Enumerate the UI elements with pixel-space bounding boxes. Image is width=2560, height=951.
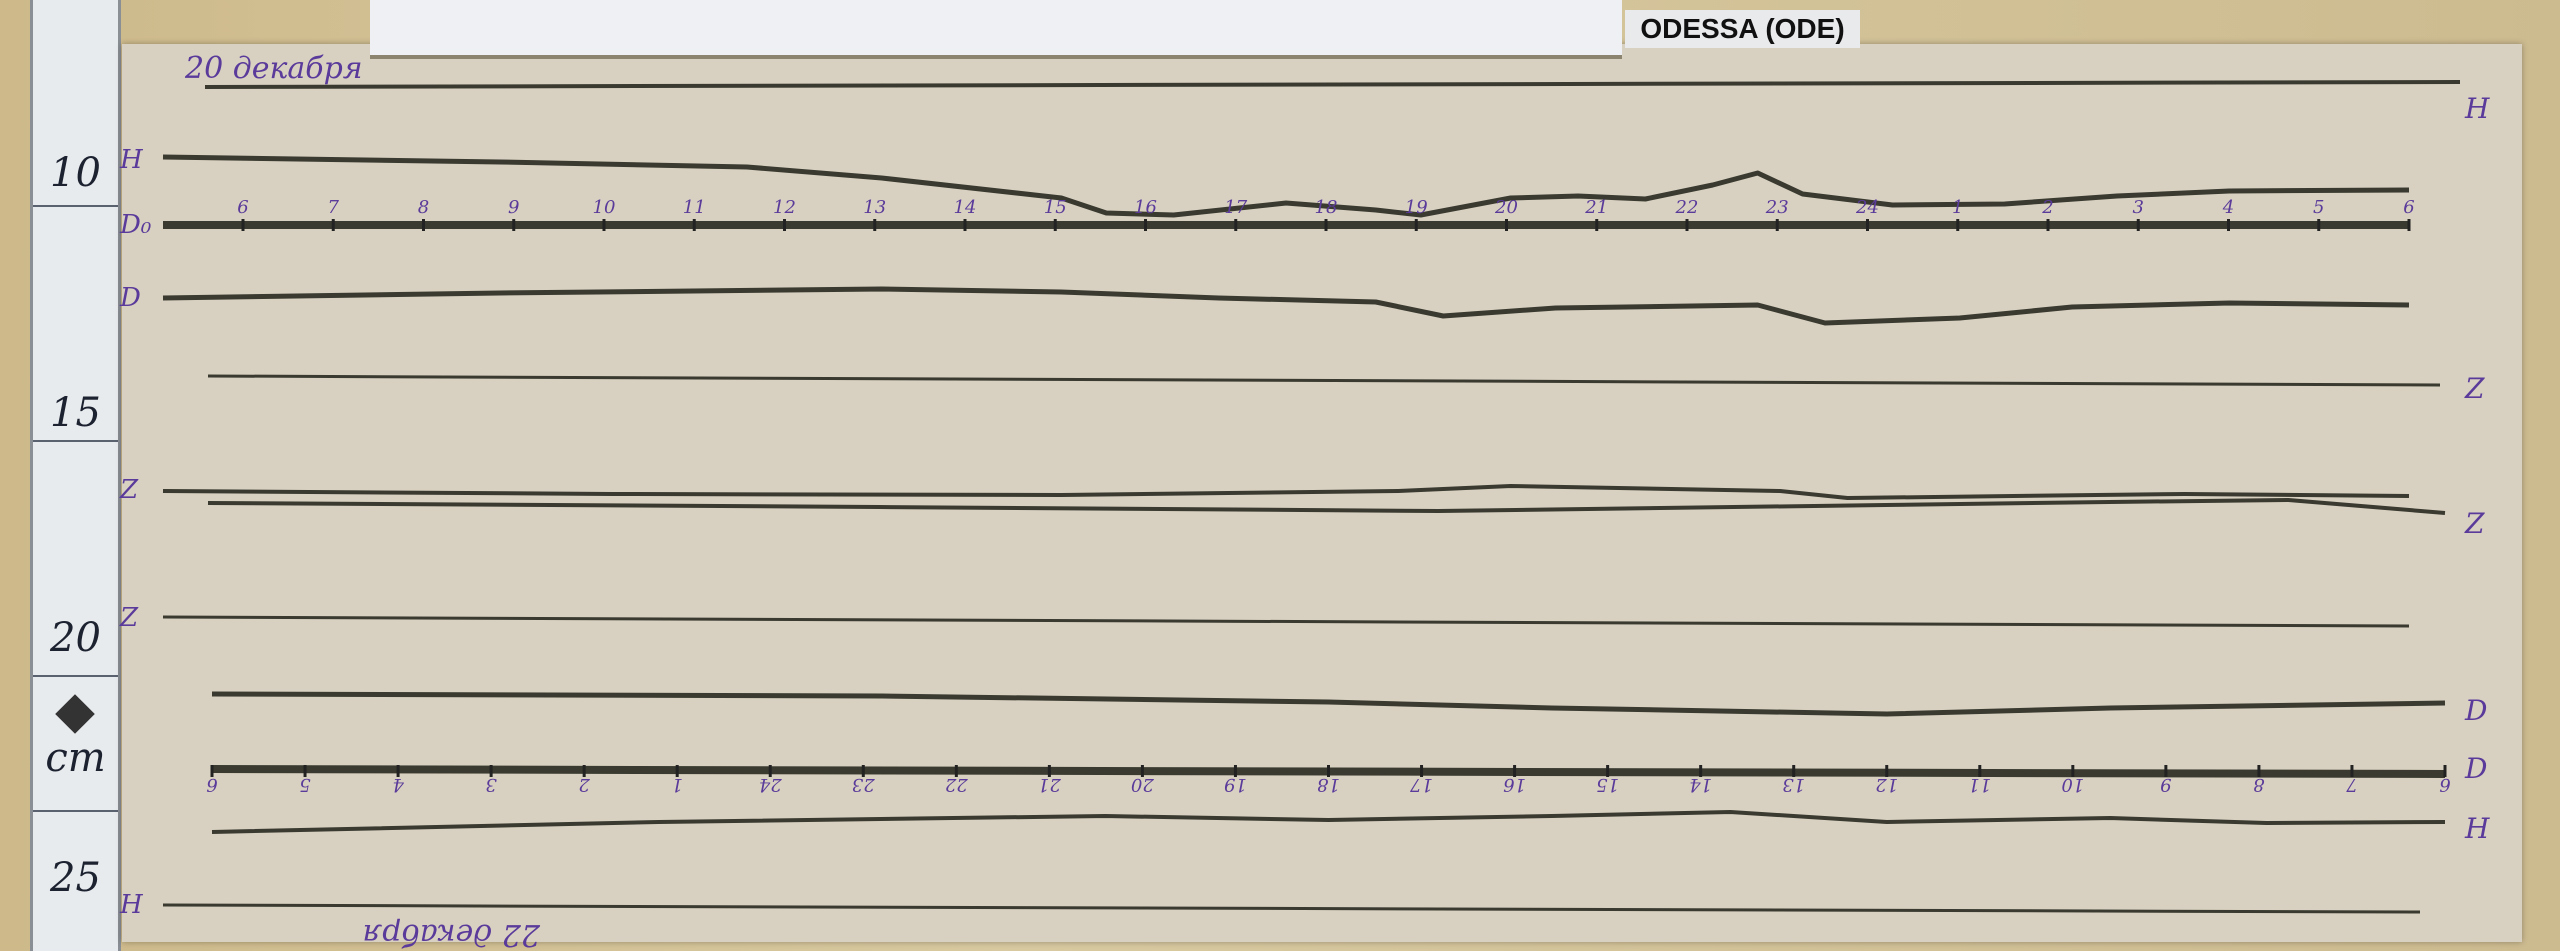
trace-z-lower: [207, 498, 2446, 515]
hour-tick-label: 9: [508, 197, 519, 218]
trace-label-left: H: [119, 890, 144, 920]
hour-tick-label: 23: [852, 774, 876, 795]
hour-tick-label: 24: [759, 774, 783, 795]
blank-label-strip: [370, 0, 1622, 59]
hour-tick-label: 4: [392, 774, 404, 795]
ruler-mark: cm: [45, 735, 106, 781]
centimeter-ruler: 10 15 20 cm 25: [30, 0, 121, 951]
baseline-bottom: [162, 903, 2421, 914]
trace-label-right: Z: [2464, 372, 2485, 405]
ruler-mark: 20: [50, 615, 101, 661]
hour-tick-label: 13: [1782, 774, 1805, 795]
hour-tick-label: 16: [1134, 197, 1157, 218]
trace-label-left: H: [119, 145, 144, 175]
trace-h-top: [162, 154, 2410, 218]
trace-d: [162, 286, 2410, 326]
hour-tick-label: 17: [1224, 197, 1247, 218]
ruler-mark: 10: [50, 150, 101, 196]
hour-tick-label: 5: [2313, 197, 2324, 218]
hour-tick-label: 19: [1224, 774, 1247, 795]
trace-label-right: D: [2464, 694, 2487, 727]
trace-label-left: Z: [119, 603, 139, 633]
trace-label-right: D: [2464, 752, 2487, 785]
bottom-date: 22 декабря: [362, 917, 541, 951]
hour-tick-label: 1: [671, 774, 682, 795]
baseline-z: [207, 374, 2441, 387]
baseline-lower: [162, 615, 2410, 628]
hour-tick-label: 17: [1410, 774, 1433, 795]
trace-label-left: D₀: [119, 210, 152, 240]
trace-label-left: D: [119, 283, 141, 313]
trace-label-right: H: [2464, 812, 2490, 845]
hour-tick-label: 4: [2222, 197, 2234, 218]
hour-tick-label: 18: [1317, 774, 1340, 795]
hour-tick-label: 8: [2253, 774, 2264, 795]
trace-d-bottom: [211, 691, 2446, 717]
hour-tick-label: 21: [1584, 197, 1608, 218]
hour-tick-label: 11: [1968, 774, 1991, 795]
hour-tick-label: 2: [2041, 197, 2053, 218]
ruler-mark: 15: [50, 390, 101, 436]
hour-tick-label: 16: [1503, 774, 1526, 795]
trace-label-right: H: [2464, 92, 2490, 125]
hour-tick-label: 3: [2133, 197, 2144, 218]
hour-tick-label: 3: [485, 774, 496, 795]
station-label: ODESSA (ODE): [1625, 10, 1860, 48]
hour-tick-label: 20: [1131, 774, 1155, 795]
hour-tick-label: 6: [2403, 197, 2414, 218]
hour-tick-label: 23: [1765, 197, 1789, 218]
trace-z-upper: [162, 484, 2410, 500]
hour-tick-label: 15: [1044, 197, 1067, 218]
hour-tick-label: 14: [1689, 774, 1712, 795]
hour-tick-label: 5: [299, 774, 310, 795]
hour-tick-label: 15: [1596, 774, 1619, 795]
hour-tick-label: 10: [593, 197, 616, 218]
hour-tick-label: 24: [1855, 197, 1879, 218]
ruler-mark: 25: [50, 855, 101, 901]
hour-tick-label: 19: [1405, 197, 1428, 218]
hour-tick-label: 11: [683, 197, 706, 218]
hour-tick-label: 18: [1315, 197, 1338, 218]
hour-tick-label: 22: [1675, 197, 1699, 218]
hour-tick-label: 7: [328, 197, 340, 218]
hour-tick-label: 2: [578, 774, 590, 795]
hour-tick-label: 1: [1952, 197, 1963, 218]
hour-tick-label: 22: [945, 774, 969, 795]
baseline-top: [204, 80, 2461, 89]
hour-tick-label: 6: [206, 774, 217, 795]
hour-tick-label: 21: [1038, 774, 1062, 795]
hour-tick-label: 14: [954, 197, 977, 218]
trace-label-left: Z: [119, 475, 139, 505]
hour-tick-label: 6: [2439, 774, 2450, 795]
hour-tick-label: 12: [1875, 774, 1898, 795]
hour-tick-label: 20: [1494, 197, 1518, 218]
trace-h-bottom: [211, 810, 2446, 834]
hour-tick-label: 6: [237, 197, 248, 218]
top-date: 20 декабря: [184, 51, 363, 86]
hour-tick-label: 12: [773, 197, 796, 218]
hour-tick-label: 8: [418, 197, 429, 218]
hour-tick-label: 13: [863, 197, 886, 218]
hour-tick-label: 7: [2346, 774, 2358, 795]
hour-tick-label: 10: [2061, 774, 2084, 795]
trace-label-right: Z: [2464, 507, 2485, 540]
hour-tick-label: 9: [2160, 774, 2171, 795]
